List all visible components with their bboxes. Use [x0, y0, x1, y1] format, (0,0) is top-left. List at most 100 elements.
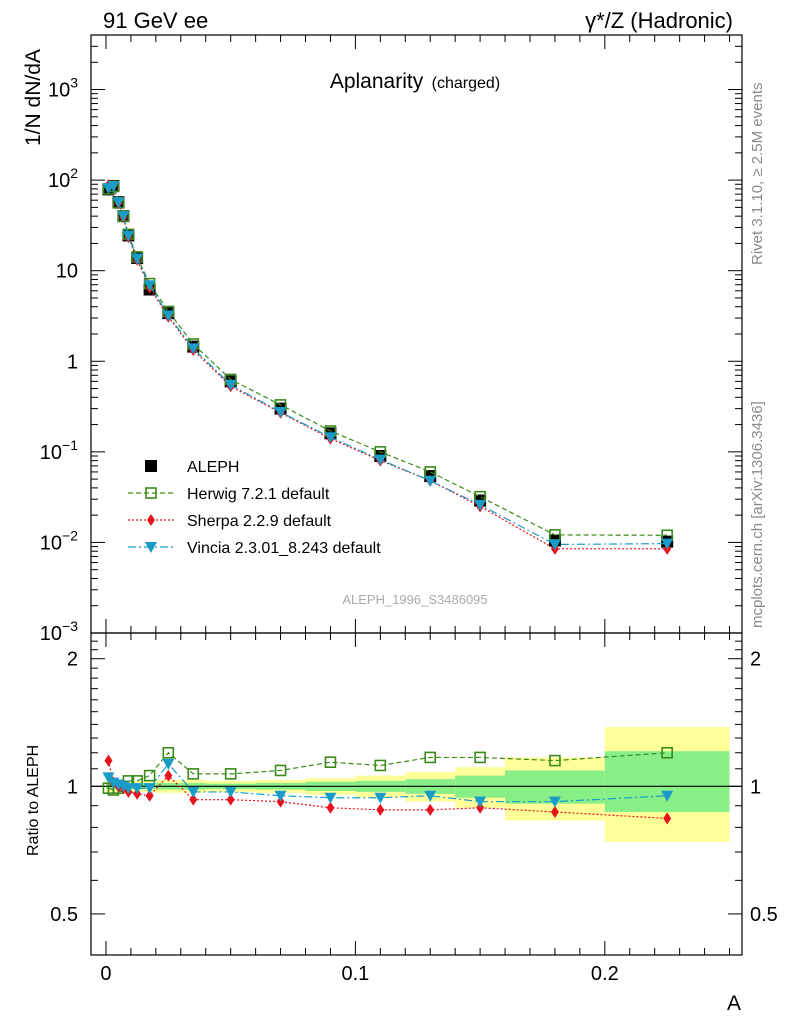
y-axis-label: 1/N dN/dA	[22, 49, 45, 146]
main-plot-area	[90, 34, 743, 634]
x-tick-label: 0.1	[341, 963, 369, 985]
ratio-data-point	[324, 792, 337, 804]
legend-entry-herwig: Herwig 7.2.1 default	[128, 486, 330, 503]
y-tick-label: 1	[67, 351, 78, 373]
header-right-label: γ*/Z (Hadronic)	[585, 8, 733, 33]
ratio-y-ticks: 0.5 0.5 1 1 2 2	[50, 640, 778, 926]
legend-label: Vincia 2.3.01_8.243 default	[187, 540, 381, 557]
legend-marker	[145, 487, 157, 499]
ratio-frame	[90, 632, 743, 956]
data-point	[131, 253, 144, 265]
legend-entry-aleph: ALEPH	[145, 459, 239, 476]
chart-title-sub: (charged)	[432, 75, 500, 92]
y-tick-label: 10−3	[40, 618, 78, 645]
ratio-data-point	[661, 746, 673, 759]
ratio-data-point	[474, 751, 486, 764]
ratio-y-tick-label-right: 2	[750, 649, 761, 671]
chart-title: Aplanarity (charged)	[330, 70, 500, 93]
rivet-version-label: Rivet 3.1.10, ≥ 2.5M events	[749, 83, 766, 266]
ratio-y-tick-label: 1	[67, 776, 78, 798]
ratio-series-line	[108, 751, 668, 791]
legend-label: Herwig 7.2.1 default	[187, 486, 330, 503]
ratio-data-point	[663, 812, 672, 825]
series-vincia	[102, 181, 674, 551]
ratio-data-point	[162, 746, 175, 759]
uncertainty-band-inner	[604, 751, 730, 812]
data-point	[122, 230, 135, 242]
ratio-data-point	[376, 803, 385, 816]
x-tick-label: 0.2	[591, 963, 619, 985]
analysis-id-label: ALEPH_1996_S3486095	[342, 592, 487, 607]
legend-marker	[147, 514, 155, 526]
mcplots-label: mcplots.cern.ch [arXiv:1306.3436]	[749, 401, 766, 628]
ratio-data-point	[374, 792, 387, 804]
data-point	[424, 475, 437, 487]
ratio-data-point	[162, 758, 175, 770]
ratio-data-point	[189, 793, 198, 806]
data-point	[117, 211, 130, 223]
ratio-y-tick-label-right: 1	[750, 776, 761, 798]
data-point	[374, 454, 387, 466]
ratio-plot-area	[90, 632, 743, 956]
main-panel: Aplanarity (charged) 1/N dN/dA ALEPH_199…	[22, 34, 743, 645]
ratio-data-point	[324, 756, 337, 769]
y-tick-label: 10−1	[40, 437, 78, 464]
ratio-data-point	[550, 805, 559, 818]
ratio-data-point	[164, 769, 173, 782]
ratio-y-tick-label: 2	[67, 649, 78, 671]
data-point	[324, 432, 337, 444]
legend-marker	[145, 460, 157, 472]
y-tick-label: 10−2	[40, 527, 78, 554]
ratio-uncertainty-bands	[105, 727, 730, 842]
ratio-data-point	[424, 751, 437, 764]
data-point	[107, 181, 120, 193]
y-tick-label: 103	[48, 75, 78, 102]
main-frame	[90, 34, 743, 634]
ratio-data-point	[143, 783, 156, 795]
ratio-data-point	[374, 759, 387, 772]
ratio-x-ticks: 0 0.1 0.2	[100, 633, 731, 985]
ratio-panel: Ratio to ALEPH 0.5 0.5 1 1 2 2 0 0.1 0.2 A	[25, 632, 778, 1015]
data-point	[143, 280, 156, 292]
ratio-data-point	[224, 786, 237, 798]
y-tick-label: 102	[48, 165, 78, 192]
ratio-y-axis-label: Ratio to ALEPH	[25, 745, 42, 856]
ratio-data-point	[326, 801, 335, 814]
ratio-data-point	[187, 768, 200, 780]
ratio-data-point	[424, 790, 437, 802]
ratio-series-vincia	[102, 758, 674, 808]
ratio-data-point	[476, 801, 485, 814]
data-point	[187, 343, 200, 355]
data-point	[112, 197, 125, 209]
legend-marker	[145, 542, 157, 553]
ratio-data-point	[143, 769, 156, 782]
ratio-y-tick-label: 0.5	[50, 904, 78, 926]
ratio-data-point	[549, 754, 561, 767]
ratio-data-point	[426, 803, 435, 816]
chart-title-main: Aplanarity	[330, 70, 424, 93]
ratio-data-point	[145, 789, 154, 802]
ratio-data-point	[226, 793, 235, 806]
data-point	[162, 310, 175, 322]
ratio-data-point	[187, 786, 200, 798]
data-point	[274, 407, 287, 419]
legend-entry-sherpa: Sherpa 2.2.9 default	[128, 513, 332, 530]
ratio-data-point	[474, 796, 487, 808]
ratio-y-tick-label-right: 0.5	[750, 904, 778, 926]
ratio-data-point	[122, 783, 135, 795]
ratio-series	[102, 746, 674, 825]
ratio-data-point	[131, 783, 144, 795]
data-point	[224, 379, 237, 391]
ratio-data-point	[661, 790, 674, 802]
main-series	[102, 179, 674, 555]
data-point	[661, 538, 674, 550]
legend-label: ALEPH	[187, 459, 239, 476]
ratio-data-point	[548, 796, 561, 808]
y-tick-label: 10	[56, 261, 78, 283]
ratio-data-point	[274, 764, 287, 777]
legend: ALEPH Herwig 7.2.1 default Sherpa 2.2.9 de…	[128, 459, 381, 557]
data-point	[548, 539, 561, 551]
ratio-data-point	[224, 768, 237, 780]
x-axis-label: A	[727, 992, 741, 1015]
legend-label: Sherpa 2.2.9 default	[187, 513, 332, 530]
